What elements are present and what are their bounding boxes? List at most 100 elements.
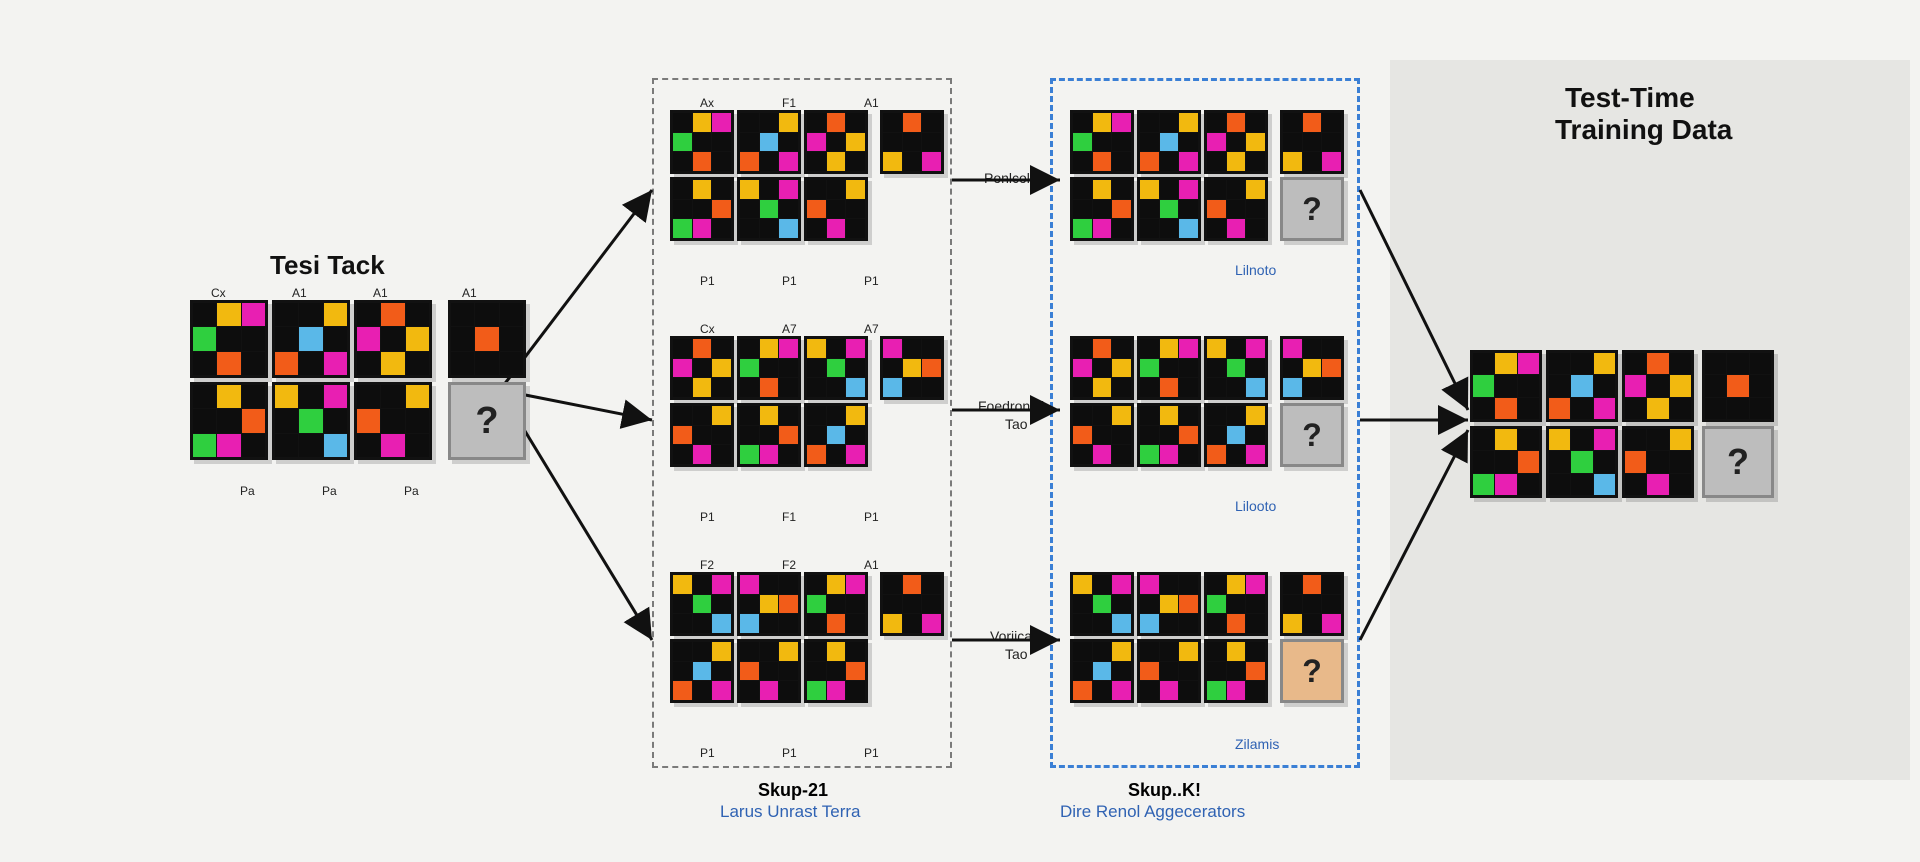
label-skup-k: Skup..K!: [1128, 780, 1201, 801]
grid-block: [737, 403, 801, 467]
tiny-r3f: P1: [864, 746, 879, 760]
grid-block: [1070, 336, 1134, 400]
blue-label-3: Zilamis: [1235, 736, 1279, 752]
grid-block: [1137, 336, 1201, 400]
tiny-t3: A1: [373, 286, 388, 300]
tiny-r2b: A7: [782, 322, 797, 336]
grid-block: [1204, 177, 1268, 241]
grid-block: [1280, 336, 1344, 400]
grid-block: [1137, 639, 1201, 703]
grid-block: [1070, 177, 1134, 241]
question-block: ?: [1280, 403, 1344, 467]
question-block: ?: [1280, 639, 1344, 703]
grid-block: [1280, 110, 1344, 174]
tiny-r2d: P1: [700, 510, 715, 524]
grid-block: [1137, 572, 1201, 636]
grid-block: [880, 110, 944, 174]
grid-block: [737, 177, 801, 241]
tiny-r1d: P1: [700, 274, 715, 288]
grid-block: [190, 382, 268, 460]
blue-label-2: Lilooto: [1235, 498, 1276, 514]
grid-block: [1546, 426, 1618, 498]
grid-block: [670, 403, 734, 467]
arrow-label-fedronal1: Foedronial: [978, 398, 1044, 414]
grid-block: [1204, 572, 1268, 636]
title-tesi-tack: Tesi Tack: [270, 250, 385, 281]
grid-block: [670, 110, 734, 174]
blue-label-1: Lilnoto: [1235, 262, 1276, 278]
tiny-t2: A1: [292, 286, 307, 300]
arrow-label-fedronal2: Tao: [1005, 416, 1028, 432]
label-skup-21: Skup-21: [758, 780, 828, 801]
tiny-r3a: F2: [700, 558, 714, 572]
grid-block: [272, 300, 350, 378]
tiny-r3c: A1: [864, 558, 879, 572]
grid-block: [1622, 426, 1694, 498]
grid-block: [1204, 639, 1268, 703]
grid-block: [804, 336, 868, 400]
grid-block: [1204, 110, 1268, 174]
tiny-r3d: P1: [700, 746, 715, 760]
tiny-t5: Pa: [240, 484, 255, 498]
grid-block: [880, 336, 944, 400]
question-block: ?: [1280, 177, 1344, 241]
tiny-r3e: P1: [782, 746, 797, 760]
grid-block: [737, 572, 801, 636]
grid-block: [804, 639, 868, 703]
grid-block: [737, 110, 801, 174]
arrow-label-vertical2: Tao: [1005, 646, 1028, 662]
label-skup-21-sub: Larus Unrast Terra: [720, 802, 860, 822]
tiny-r1c: A1: [864, 96, 879, 110]
grid-block: [1470, 426, 1542, 498]
title-test-time-1: Test-Time: [1565, 82, 1695, 114]
grid-block: [670, 572, 734, 636]
grid-block: [1070, 639, 1134, 703]
tiny-t6: Pa: [322, 484, 337, 498]
tiny-r2a: Cx: [700, 322, 715, 336]
tiny-r2e: F1: [782, 510, 796, 524]
tiny-r1b: F1: [782, 96, 796, 110]
grid-block: [448, 300, 526, 378]
grid-block: [1546, 350, 1618, 422]
grid-block: [1137, 177, 1201, 241]
tiny-r2c: A7: [864, 322, 879, 336]
grid-block: [670, 639, 734, 703]
grid-block: [737, 639, 801, 703]
diagram-root: { "colors": { "black": "#0d0d0d", "magen…: [0, 0, 1920, 862]
grid-block: [1622, 350, 1694, 422]
grid-block: [670, 336, 734, 400]
tiny-t1: Cx: [211, 286, 226, 300]
grid-block: [1470, 350, 1542, 422]
grid-block: [272, 382, 350, 460]
grid-block: [1204, 403, 1268, 467]
grid-block: [1070, 403, 1134, 467]
tiny-r1f: P1: [864, 274, 879, 288]
tiny-r1a: Ax: [700, 96, 714, 110]
tiny-t7: Pa: [404, 484, 419, 498]
title-test-time-2: Training Data: [1555, 114, 1732, 146]
grid-block: [1137, 110, 1201, 174]
grid-block: [670, 177, 734, 241]
grid-block: [737, 336, 801, 400]
tiny-t4: A1: [462, 286, 477, 300]
label-skup-k-sub: Dire Renol Aggecerators: [1060, 802, 1245, 822]
grid-block: [1204, 336, 1268, 400]
grid-block: [1070, 572, 1134, 636]
tiny-r2f: P1: [864, 510, 879, 524]
grid-block: [804, 177, 868, 241]
grid-block: [1280, 572, 1344, 636]
grid-block: [190, 300, 268, 378]
question-block: ?: [448, 382, 526, 460]
grid-block: [1137, 403, 1201, 467]
grid-block: [804, 572, 868, 636]
grid-block: [354, 300, 432, 378]
grid-block: [354, 382, 432, 460]
tiny-r3b: F2: [782, 558, 796, 572]
grid-block: [804, 110, 868, 174]
grid-block: [880, 572, 944, 636]
arrow-label-vertical1: Voriical: [990, 628, 1035, 644]
arrow-label-ponlcol: Ponlcol: [984, 170, 1030, 186]
question-block: ?: [1702, 426, 1774, 498]
grid-block: [1070, 110, 1134, 174]
grid-block: [804, 403, 868, 467]
